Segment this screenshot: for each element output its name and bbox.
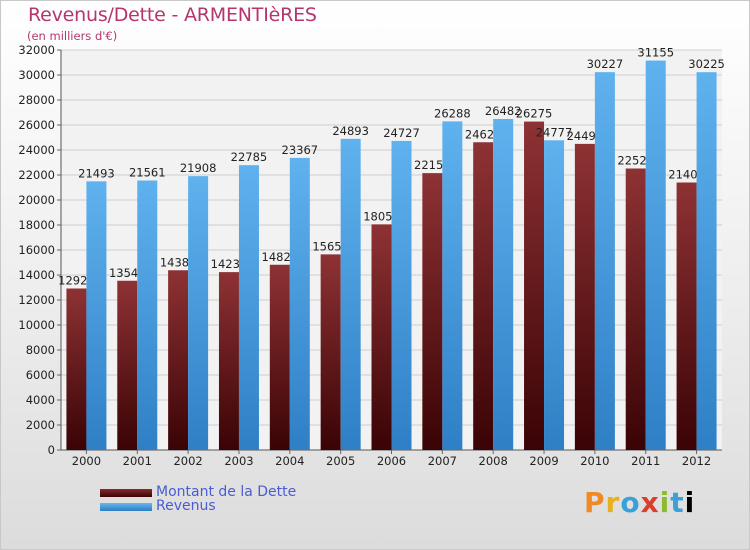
x-tick-label: 2010	[580, 454, 609, 468]
bar-dette	[269, 264, 290, 450]
bar-dette	[371, 224, 392, 450]
bar-revenus	[238, 165, 259, 450]
data-label-revenus: 21561	[129, 165, 166, 179]
bar-revenus	[289, 157, 310, 450]
chart-subtitle: (en milliers d'€)	[27, 29, 118, 43]
bar-dette	[574, 143, 595, 450]
y-tick-label: 10000	[18, 318, 55, 332]
bar-dette	[117, 280, 138, 450]
x-tick-label: 2012	[682, 454, 711, 468]
data-label-dette: 22520	[617, 154, 654, 168]
bar-dette	[473, 142, 494, 450]
data-label-revenus: 24893	[332, 124, 369, 138]
data-label-dette: 15650	[312, 239, 349, 253]
bar-revenus	[442, 121, 463, 451]
legend-swatch-dette	[100, 489, 152, 497]
data-label-dette: 22150	[414, 158, 451, 172]
bar-revenus	[137, 180, 158, 451]
data-label-dette: 21400	[668, 168, 705, 182]
data-label-revenus: 26482	[485, 104, 522, 118]
y-tick-label: 20000	[18, 193, 55, 207]
proxiti-logo: Proxiti	[584, 486, 696, 519]
bar-revenus	[544, 140, 565, 450]
data-label-dette: 13540	[109, 266, 146, 280]
y-tick-label: 8000	[26, 343, 55, 357]
y-tick-label: 6000	[26, 368, 55, 382]
data-label-dette: 18050	[363, 209, 400, 223]
x-tick-label: 2007	[428, 454, 457, 468]
legend-swatch-revenus	[100, 503, 152, 511]
bar-dette	[422, 173, 443, 450]
bar-dette	[218, 272, 239, 450]
bar-dette	[625, 168, 646, 450]
y-tick-label: 32000	[18, 43, 55, 57]
data-label-dette: 14380	[160, 255, 197, 269]
data-label-revenus: 21908	[180, 161, 217, 175]
bar-revenus	[493, 118, 514, 450]
chart-title: Revenus/Dette - ARMENTIèRES	[28, 4, 317, 26]
data-label-dette: 14230	[211, 257, 248, 271]
data-label-dette: 14820	[262, 250, 299, 264]
data-label-dette: 24620	[465, 127, 502, 141]
y-tick-label: 12000	[18, 293, 55, 307]
bar-revenus	[594, 72, 615, 450]
data-label-revenus: 30227	[587, 57, 624, 71]
bar-dette	[66, 288, 87, 450]
bar-revenus	[86, 181, 107, 450]
data-label-revenus: 31155	[637, 46, 674, 60]
bar-revenus	[391, 140, 412, 450]
data-label-revenus: 24777	[536, 125, 573, 139]
x-tick-label: 2009	[529, 454, 558, 468]
data-label-revenus: 24727	[383, 126, 420, 140]
data-label-revenus: 22785	[231, 150, 268, 164]
y-tick-label: 2000	[26, 418, 55, 432]
bar-dette	[676, 182, 697, 450]
data-label-revenus: 26288	[434, 106, 471, 120]
y-tick-label: 22000	[18, 168, 55, 182]
bar-revenus	[696, 72, 717, 450]
data-label-dette: 26275	[516, 107, 553, 121]
y-tick-label: 16000	[18, 243, 55, 257]
x-tick-label: 2006	[377, 454, 406, 468]
bar-revenus	[645, 60, 666, 450]
y-tick-label: 0	[48, 443, 55, 457]
x-tick-label: 2003	[224, 454, 253, 468]
bar-dette	[320, 254, 341, 450]
data-label-revenus: 23367	[282, 143, 319, 157]
data-label-revenus: 30225	[688, 57, 725, 71]
x-tick-label: 2011	[631, 454, 660, 468]
x-tick-label: 2005	[326, 454, 355, 468]
x-tick-label: 2002	[173, 454, 202, 468]
legend-label-dette: Montant de la Dette	[156, 484, 297, 500]
y-tick-label: 26000	[18, 118, 55, 132]
bar-revenus	[188, 176, 209, 450]
data-label-revenus: 21493	[78, 166, 115, 180]
y-tick-label: 18000	[18, 218, 55, 232]
y-tick-label: 30000	[18, 68, 55, 82]
data-label-dette: 12920	[58, 274, 95, 288]
y-tick-label: 24000	[18, 143, 55, 157]
bar-dette	[168, 270, 189, 450]
data-label-dette: 24490	[567, 129, 604, 143]
bar-revenus	[340, 138, 361, 450]
y-tick-label: 14000	[18, 268, 55, 282]
x-tick-label: 2008	[479, 454, 508, 468]
x-tick-label: 2001	[123, 454, 152, 468]
x-tick-label: 2000	[72, 454, 101, 468]
bar-dette	[524, 121, 545, 450]
x-tick-label: 2004	[275, 454, 304, 468]
y-tick-label: 4000	[26, 393, 55, 407]
y-tick-label: 28000	[18, 93, 55, 107]
legend-label-revenus: Revenus	[156, 498, 216, 514]
